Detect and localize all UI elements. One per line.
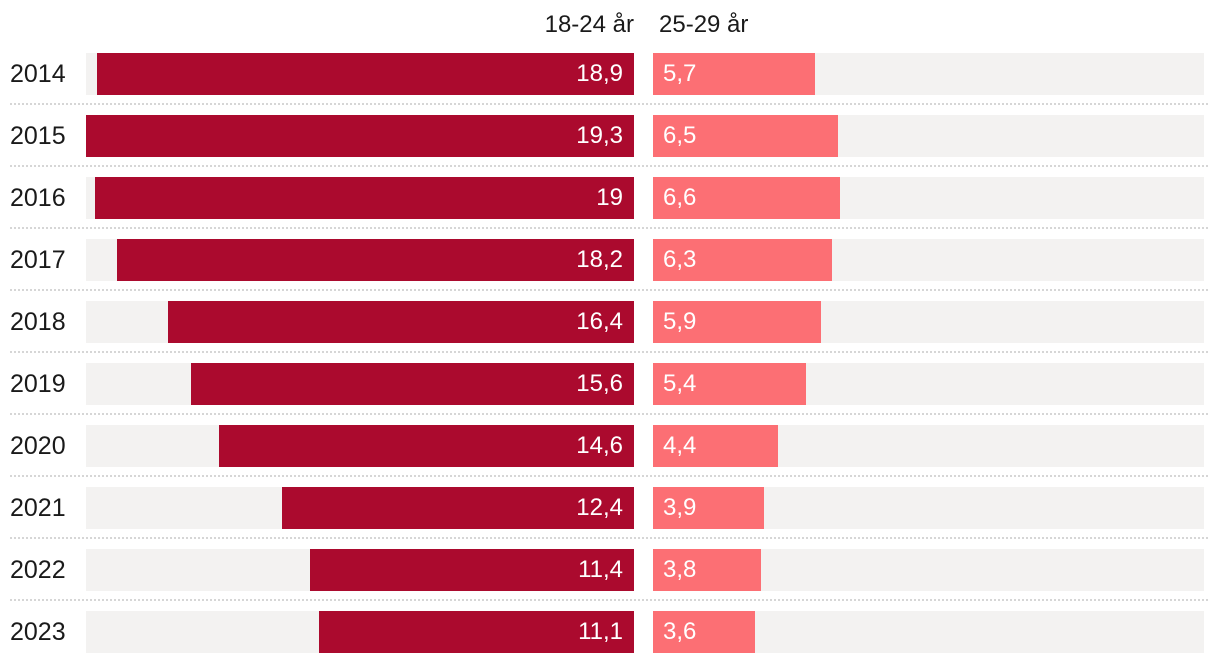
chart-row: 2023 11,1 3,6 [0, 601, 1220, 662]
year-label: 2018 [10, 307, 66, 336]
column-header-18-24: 18-24 år [544, 11, 634, 38]
bar-value-25-29: 3,8 [663, 556, 697, 583]
bar-track-18-24: 19 [86, 177, 634, 219]
bar-25-29: 6,5 [653, 115, 838, 157]
chart-row: 2018 16,4 5,9 [0, 291, 1220, 353]
bar-value-25-29: 6,3 [663, 246, 697, 273]
bar-18-24: 14,6 [219, 425, 634, 467]
bar-25-29: 5,9 [653, 301, 821, 343]
bar-track-25-29: 6,5 [653, 115, 1204, 157]
bar-value-25-29: 5,9 [663, 308, 697, 335]
column-header-25-29: 25-29 år [659, 11, 749, 38]
bar-value-18-24: 19,3 [576, 122, 623, 149]
bar-25-29: 6,3 [653, 239, 832, 281]
bar-value-18-24: 19 [596, 184, 623, 211]
bar-track-25-29: 3,8 [653, 549, 1204, 591]
bar-value-25-29: 5,7 [663, 60, 697, 87]
bar-18-24: 19 [94, 177, 634, 219]
bar-track-18-24: 18,9 [86, 53, 634, 95]
bar-18-24: 11,4 [310, 549, 634, 591]
year-label: 2020 [10, 431, 66, 460]
year-label: 2023 [10, 617, 66, 646]
bar-track-18-24: 12,4 [86, 487, 634, 529]
bar-track-25-29: 6,3 [653, 239, 1204, 281]
bar-value-18-24: 11,1 [578, 618, 623, 645]
bar-18-24: 12,4 [281, 487, 634, 529]
year-label: 2016 [10, 183, 66, 212]
bar-value-18-24: 15,6 [576, 370, 623, 397]
bar-track-25-29: 6,6 [653, 177, 1204, 219]
bar-track-25-29: 4,4 [653, 425, 1204, 467]
bar-track-18-24: 15,6 [86, 363, 634, 405]
chart-row: 2014 18,9 5,7 [0, 43, 1220, 105]
bar-25-29: 4,4 [653, 425, 778, 467]
bar-18-24: 11,1 [318, 611, 634, 653]
bar-value-25-29: 4,4 [663, 432, 697, 459]
bar-value-18-24: 16,4 [576, 308, 623, 335]
bar-track-25-29: 5,7 [653, 53, 1204, 95]
bar-25-29: 5,7 [653, 53, 815, 95]
bar-track-18-24: 18,2 [86, 239, 634, 281]
bar-18-24: 18,2 [117, 239, 634, 281]
bar-25-29: 5,4 [653, 363, 807, 405]
bar-25-29: 3,9 [653, 487, 764, 529]
year-label: 2019 [10, 369, 66, 398]
column-headers: 18-24 år 25-29 år [0, 0, 1220, 43]
year-label: 2015 [10, 121, 66, 150]
bar-track-25-29: 5,4 [653, 363, 1204, 405]
bar-track-18-24: 11,1 [86, 611, 634, 653]
bar-18-24: 19,3 [86, 115, 634, 157]
bar-track-18-24: 14,6 [86, 425, 634, 467]
year-label: 2022 [10, 555, 66, 584]
chart-row: 2020 14,6 4,4 [0, 415, 1220, 477]
bar-value-25-29: 3,6 [663, 618, 697, 645]
bar-track-18-24: 11,4 [86, 549, 634, 591]
chart-row: 2019 15,6 5,4 [0, 353, 1220, 415]
bar-value-25-29: 6,5 [663, 122, 697, 149]
bar-value-18-24: 12,4 [576, 494, 623, 521]
bar-18-24: 18,9 [97, 53, 634, 95]
chart-row: 2017 18,2 6,3 [0, 229, 1220, 291]
bar-track-25-29: 3,9 [653, 487, 1204, 529]
chart-row: 2015 19,3 6,5 [0, 105, 1220, 167]
bar-value-18-24: 11,4 [578, 556, 623, 583]
bar-value-18-24: 14,6 [576, 432, 623, 459]
year-label: 2017 [10, 245, 66, 274]
bar-value-25-29: 6,6 [663, 184, 697, 211]
bar-25-29: 3,8 [653, 549, 761, 591]
bar-18-24: 15,6 [191, 363, 634, 405]
bar-value-25-29: 3,9 [663, 494, 697, 521]
bar-track-25-29: 5,9 [653, 301, 1204, 343]
bar-25-29: 6,6 [653, 177, 841, 219]
bar-25-29: 3,6 [653, 611, 756, 653]
bar-value-18-24: 18,9 [576, 60, 623, 87]
bar-track-18-24: 16,4 [86, 301, 634, 343]
chart-row: 2022 11,4 3,8 [0, 539, 1220, 601]
bar-value-18-24: 18,2 [576, 246, 623, 273]
chart-row: 2021 12,4 3,9 [0, 477, 1220, 539]
year-label: 2021 [10, 493, 66, 522]
bar-value-25-29: 5,4 [663, 370, 697, 397]
chart-rows: 2014 18,9 5,7 2015 19,3 6,5 2016 [0, 43, 1220, 662]
bar-track-25-29: 3,6 [653, 611, 1204, 653]
bar-18-24: 16,4 [168, 301, 634, 343]
year-label: 2014 [10, 59, 66, 88]
chart-row: 2016 19 6,6 [0, 167, 1220, 229]
bar-track-18-24: 19,3 [86, 115, 634, 157]
